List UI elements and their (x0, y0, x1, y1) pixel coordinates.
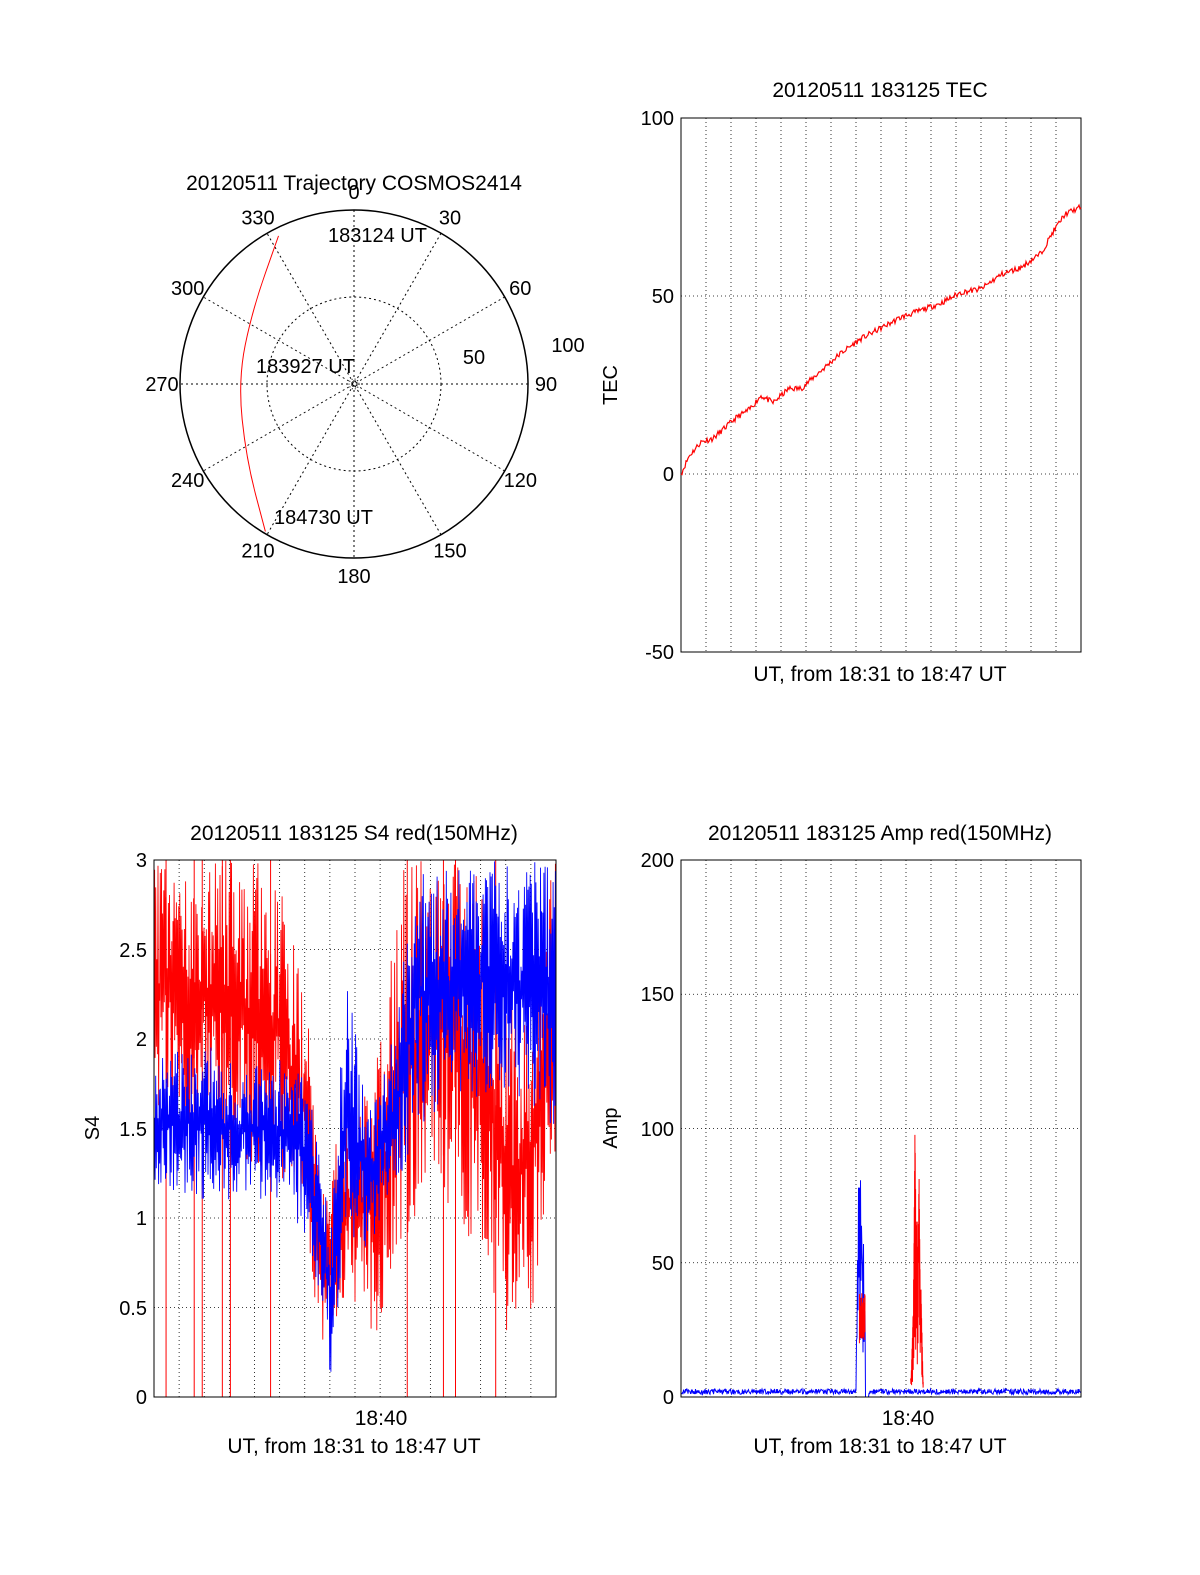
tec-xlabel: UT, from 18:31 to 18:47 UT (753, 663, 1006, 686)
tec-chart: 20120511 183125 TEC 100 50 0 -50 TEC UT,… (600, 79, 1082, 686)
amp-y-tick-labels: 200 150 100 50 0 (641, 850, 674, 1409)
tec-ytick-50: 50 (652, 286, 674, 308)
amp-red-overlap-line (858, 1293, 866, 1344)
amp-title: 20120511 183125 Amp red(150MHz) (708, 822, 1052, 845)
polar-azimuth-labels: 0 30 60 90 120 150 180 210 240 270 300 330 (145, 182, 557, 588)
amp-ytick-150: 150 (641, 984, 674, 1006)
polar-annotation-end: 184730 UT (274, 507, 373, 529)
s4-ytick-3: 3 (136, 850, 147, 872)
polar-grid (180, 210, 528, 558)
polar-spoke-30 (266, 233, 442, 535)
s4-ytick-1.5: 1.5 (119, 1119, 147, 1141)
amp-plot-frame (680, 859, 1082, 1398)
s4-plot-frame (153, 859, 557, 1398)
amp-red-series (858, 1134, 924, 1388)
s4-chart: 20120511 183125 S4 red(150MHz) 3 2.5 2 1… (82, 822, 557, 1458)
tec-ytick-100: 100 (641, 108, 674, 130)
polar-spoke-150 (266, 233, 442, 535)
polar-az-label-300: 300 (171, 278, 204, 300)
amp-ytick-100: 100 (641, 1119, 674, 1141)
tec-title: 20120511 183125 TEC (772, 79, 987, 102)
polar-az-label-0: 0 (348, 182, 359, 204)
s4-ytick-0.5: 0.5 (119, 1298, 147, 1320)
s4-ytick-2: 2 (136, 1029, 147, 1051)
s4-y-tick-labels: 3 2.5 2 1.5 1 0.5 0 (119, 850, 147, 1409)
amp-blue-line (680, 1180, 1082, 1398)
tec-y-tick-labels: 100 50 0 -50 (641, 108, 674, 664)
s4-title: 20120511 183125 S4 red(150MHz) (190, 822, 518, 845)
polar-annotation-mid: 183927 UT (256, 356, 355, 378)
polar-az-label-270: 270 (145, 374, 178, 396)
amp-grid (681, 860, 1081, 1397)
polar-az-label-210: 210 (241, 540, 274, 562)
s4-ytick-1: 1 (136, 1208, 147, 1230)
polar-radial-label-100: 100 (551, 335, 584, 357)
polar-outer-circle (179, 209, 529, 559)
polar-trajectory-chart: 20120511 Trajectory COSMOS2414 0 30 60 90 12… (145, 172, 584, 588)
amp-xtick-1840: 18:40 (882, 1407, 935, 1430)
tec-series-line (680, 203, 1082, 476)
s4-ytick-2.5: 2.5 (119, 940, 147, 962)
amp-red-line (910, 1134, 924, 1388)
tec-grid (681, 118, 1081, 652)
tec-ytick-minus50: -50 (645, 642, 674, 664)
amp-ytick-200: 200 (641, 850, 674, 872)
amp-xlabel: UT, from 18:31 to 18:47 UT (753, 1435, 1006, 1458)
tec-plot-frame (680, 117, 1082, 653)
polar-az-label-30: 30 (439, 208, 461, 230)
polar-trajectory-track (240, 235, 279, 532)
polar-annotation-start: 183124 UT (328, 225, 427, 247)
polar-center-ring (348, 378, 360, 390)
tec-ytick-0: 0 (663, 464, 674, 486)
polar-az-label-180: 180 (337, 566, 370, 588)
polar-az-label-90: 90 (535, 374, 557, 396)
polar-az-label-60: 60 (509, 278, 531, 300)
polar-az-label-150: 150 (433, 540, 466, 562)
s4-blue-series (153, 861, 557, 1372)
s4-ylabel: S4 (82, 1116, 104, 1140)
amp-chart: 20120511 183125 Amp red(150MHz) 200 150 … (600, 822, 1082, 1458)
polar-az-label-120: 120 (504, 470, 537, 492)
polar-title: 20120511 Trajectory COSMOS2414 (186, 172, 522, 195)
polar-ring-50 (266, 296, 442, 472)
s4-xtick-1840: 18:40 (355, 1407, 408, 1430)
polar-az-label-240: 240 (171, 470, 204, 492)
tec-ylabel: TEC (600, 365, 622, 405)
amp-blue-series (680, 1180, 1082, 1398)
amp-ylabel: Amp (600, 1107, 622, 1148)
s4-ytick-0: 0 (136, 1387, 147, 1409)
amp-ytick-0: 0 (663, 1387, 674, 1409)
s4-blue-line (153, 861, 557, 1372)
polar-az-label-330: 330 (241, 208, 274, 230)
amp-ytick-50: 50 (652, 1253, 674, 1275)
s4-xlabel: UT, from 18:31 to 18:47 UT (227, 1435, 480, 1458)
polar-radial-label-50: 50 (463, 347, 485, 369)
